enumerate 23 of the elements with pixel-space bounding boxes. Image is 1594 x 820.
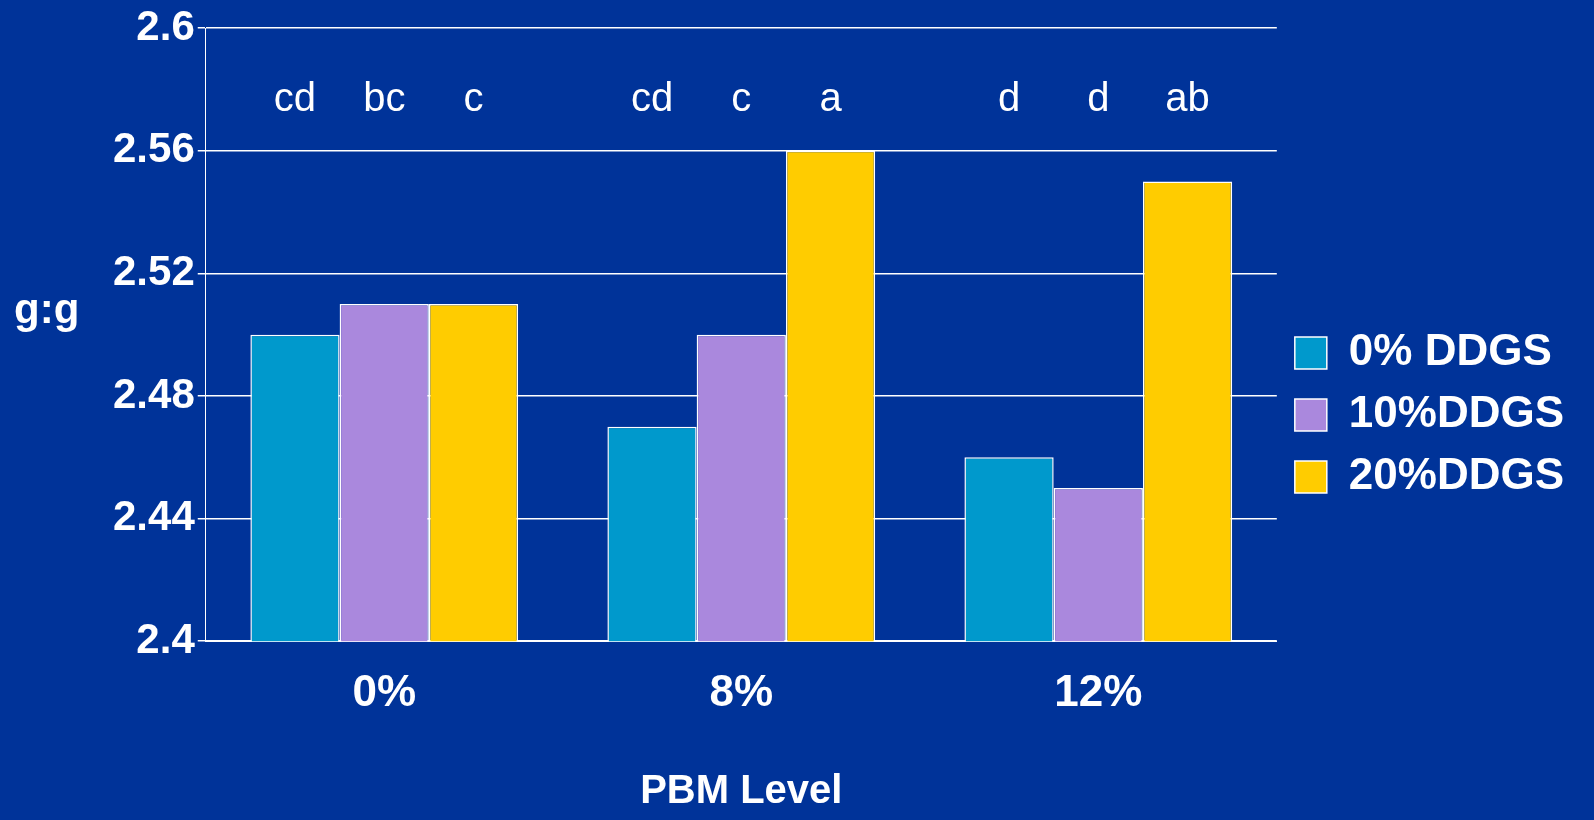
annotation: d: [997, 75, 1021, 120]
y-tick-label: 2.52: [112, 246, 195, 294]
y-tick-label: 2.44: [112, 492, 196, 540]
annotation: c: [463, 75, 484, 120]
y-tick-label: 2.48: [112, 369, 195, 417]
y-axis-title: g:g: [14, 285, 80, 333]
annotation: cd: [630, 75, 674, 120]
annotation: cd: [273, 75, 317, 120]
y-tick-label: 2.4: [136, 614, 196, 662]
annotation: bc: [363, 75, 406, 120]
annotation: ab: [1165, 75, 1210, 120]
x-tick-label: 8%: [709, 665, 774, 715]
x-axis-title: PBM Level: [640, 767, 843, 812]
legend-label: 10%DDGS: [1348, 387, 1564, 437]
legend-label: 20%DDGS: [1348, 449, 1564, 499]
y-tick-label: 2.56: [112, 124, 195, 172]
legend-label: 0% DDGS: [1348, 325, 1552, 375]
x-tick-label: 12%: [1054, 665, 1143, 715]
annotation: d: [1087, 75, 1110, 120]
annotation: a: [819, 75, 843, 120]
x-tick-label: 0%: [352, 665, 417, 715]
y-tick-label: 2.6: [136, 1, 195, 49]
annotation: c: [731, 75, 752, 120]
